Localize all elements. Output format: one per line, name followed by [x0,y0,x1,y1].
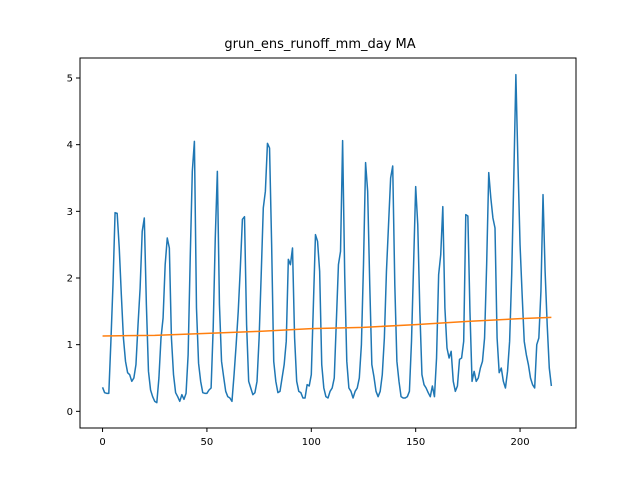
x-axis: 0 50 100 150 200 [99,428,530,448]
y-tick-label: 4 [67,140,73,151]
y-tick-label: 2 [67,274,73,285]
y-tick-label: 0 [67,407,73,418]
chart-title: grun_ens_runoff_mm_day MA [224,37,415,52]
y-axis: 0 1 2 3 4 5 [67,74,80,418]
axes-frame [79,57,577,429]
series-line-1 [101,73,553,404]
x-tick-label: 50 [201,437,214,448]
y-tick-label: 5 [67,74,73,85]
plot-area [101,73,553,404]
y-tick-label: 1 [67,340,73,351]
x-tick-label: 200 [511,437,530,448]
x-tick-label: 150 [406,437,425,448]
x-tick-label: 0 [99,437,105,448]
series-line-2 [102,316,552,337]
y-tick-label: 3 [67,207,73,218]
x-tick-label: 100 [302,437,321,448]
